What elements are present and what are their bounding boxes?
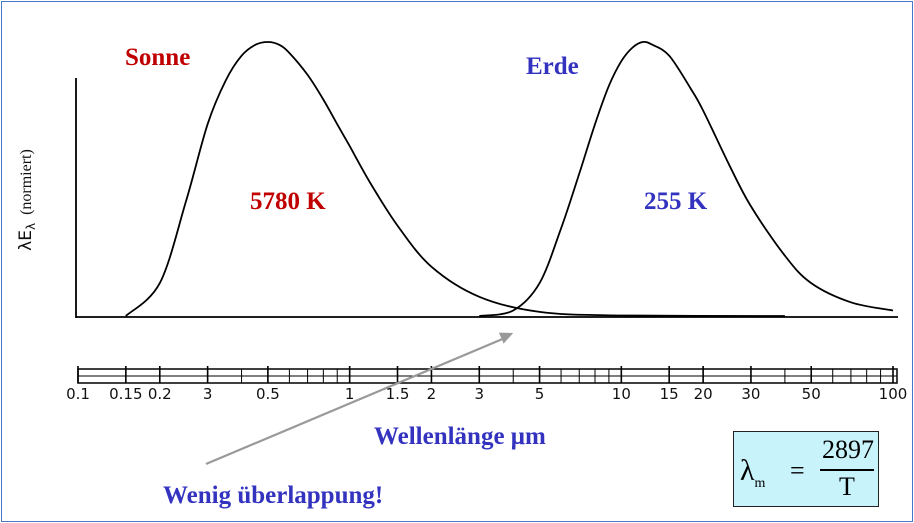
x-tick-label-30: 30 [741,385,760,403]
x-tick-label-1: 1 [345,385,355,403]
x-tick-label-3: 3 [475,385,485,403]
x-tick-label-10: 10 [612,385,631,403]
earth-temperature-label: 255 K [644,188,708,215]
earth-spectrum-curve [479,40,894,317]
sun-spectrum-curve [125,41,785,317]
x-tick-label-5: 5 [535,385,545,403]
sun-temperature-label: 5780 K [250,188,326,215]
x-tick-label-20: 20 [694,385,713,403]
x-tick-label-0.5: 0.5 [256,385,280,403]
x-tick-label-1.5: 1.5 [386,385,410,403]
formula-lambda: λm [740,454,765,492]
earth-series-label: Erde [526,53,579,80]
y-axis-subscript: λ [24,222,39,231]
x-tick-label-15: 15 [660,385,679,403]
chart-axes [75,78,898,318]
x-tick-label-100: 100 [879,385,908,403]
formula-lhs-sub: m [754,476,766,491]
formula-lhs: λ [740,454,755,487]
chart-curves [125,40,894,317]
sun-series-label: Sonne [125,44,191,71]
x-tick-label-50: 50 [802,385,821,403]
y-axis-symbol: λE [15,230,36,251]
formula-equals: = [790,456,805,485]
formula-numerator: 2897 [822,435,874,464]
formula-fraction-bar [820,469,874,471]
x-axis-label: Wellenlänge μm [374,423,546,450]
x-tick-label-0.1: 0.1 [66,385,90,403]
arrow-head [498,332,514,344]
x-tick-label-0.15: 0.15 [109,385,142,403]
x-tick-label-3: 3 [203,385,213,403]
overlap-arrow [205,332,514,466]
x-tick-label-2: 2 [427,385,437,403]
formula-denominator: T [839,472,855,501]
overlap-annotation: Wenig überlappung! [163,482,384,509]
wavelength-scale: 0.1 0.15 0.2 3 0.5 1 1.5 2 3 5 10 15 20 30 50 100 [66,366,907,403]
y-axis-label: λEλ (normiert) [16,149,38,251]
arrow-shaft [205,335,508,466]
wien-formula-box: λm = 2897 T [733,431,879,507]
x-tick-label-0.2: 0.2 [148,385,172,403]
y-axis-suffix: (normiert) [17,149,35,215]
